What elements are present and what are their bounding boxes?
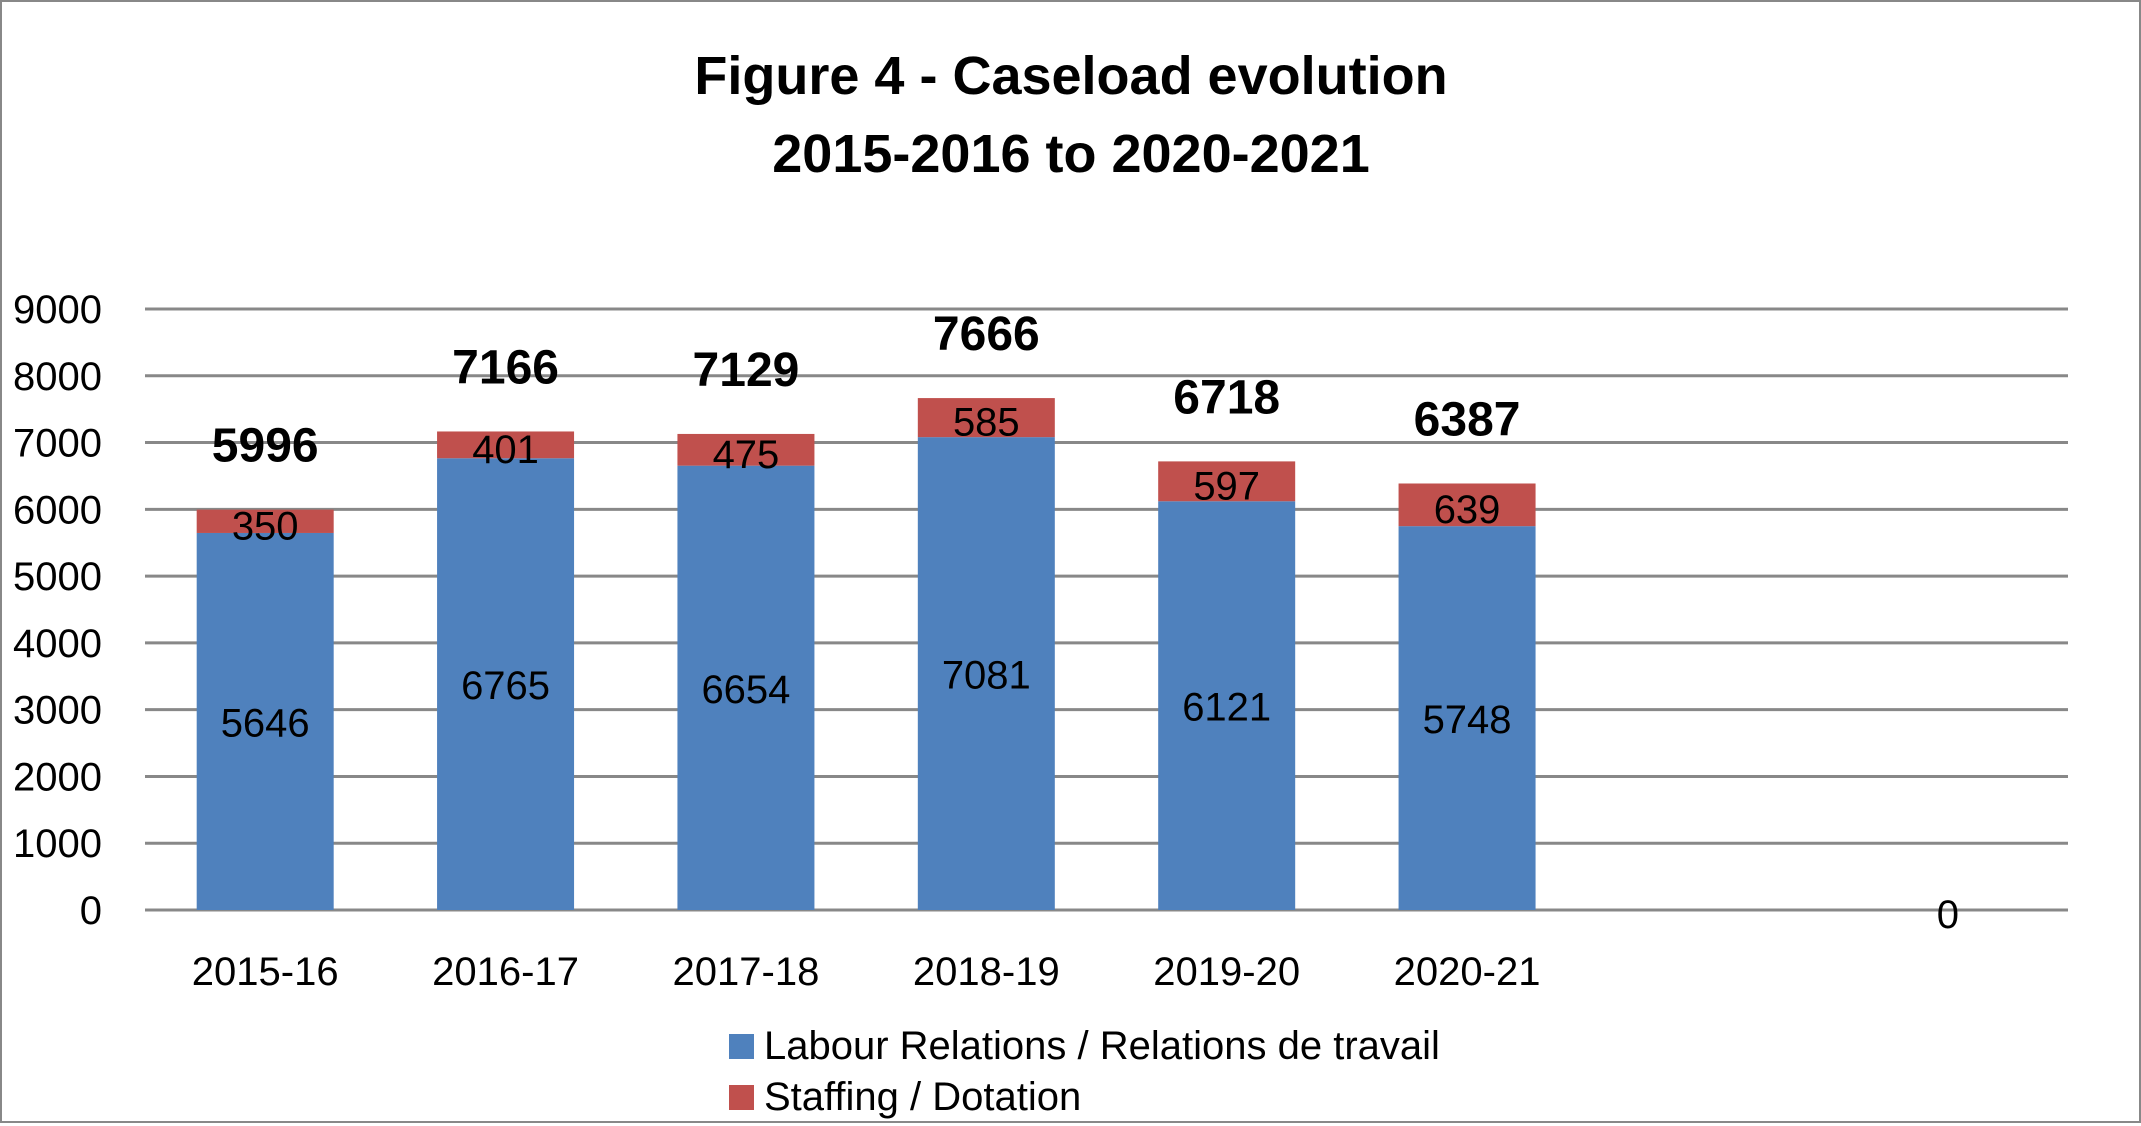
y-tick-label: 9000: [13, 288, 102, 332]
bar-staffing: [677, 433, 815, 466]
bar-labour-relations: [437, 458, 575, 910]
data-label: 5748: [1423, 698, 1512, 742]
x-tick-label: 2018-19: [913, 950, 1060, 994]
y-tick-label: 5000: [13, 555, 102, 599]
y-tick-label: 1000: [13, 822, 102, 866]
total-label: 6718: [1173, 371, 1280, 424]
legend-label: Labour Relations / Relations de travail: [764, 1024, 1440, 1068]
bar-staffing: [1398, 483, 1536, 527]
data-label: 475: [713, 433, 780, 477]
data-label: 350: [232, 504, 299, 548]
data-label: 597: [1193, 464, 1260, 508]
total-label: 7129: [693, 344, 800, 397]
chart-title-line-2: 2015-2016 to 2020-2021: [772, 124, 1369, 184]
y-tick-label: 8000: [13, 355, 102, 399]
x-tick-label: 2016-17: [432, 950, 579, 994]
data-label: 639: [1434, 488, 1501, 532]
total-label: 5996: [212, 420, 319, 473]
x-tick-label: 2019-20: [1153, 950, 1300, 994]
y-tick-label: 7000: [13, 422, 102, 466]
y-tick-label: 6000: [13, 488, 102, 532]
y-tick-label: 0: [80, 889, 102, 933]
x-tick-label: 2015-16: [192, 950, 339, 994]
data-label: 6765: [461, 664, 550, 708]
data-label: 401: [472, 428, 539, 472]
data-label: 6121: [1182, 686, 1271, 730]
data-label: 5646: [221, 701, 310, 745]
bar-labour-relations: [917, 437, 1055, 910]
bar-labour-relations: [196, 532, 334, 910]
x-tick-label: 2017-18: [673, 950, 820, 994]
x-tick-label: 2020-21: [1394, 950, 1541, 994]
bar-staffing: [196, 509, 334, 533]
legend-swatch: [729, 1034, 754, 1059]
total-label: 7166: [452, 341, 559, 394]
data-label: 6654: [701, 668, 790, 712]
bar-staffing: [437, 431, 575, 459]
y-tick-label: 2000: [13, 755, 102, 799]
chart-title-line-1: Figure 4 - Caseload evolution: [694, 46, 1447, 106]
y-tick-label: 3000: [13, 689, 102, 733]
y-tick-label: 4000: [13, 622, 102, 666]
total-label: 0: [1937, 893, 1959, 937]
bar-labour-relations: [677, 465, 815, 910]
total-label: 7666: [933, 308, 1040, 361]
bar-staffing: [917, 398, 1055, 438]
bar-labour-relations: [1158, 501, 1296, 910]
legend-label: Staffing / Dotation: [764, 1075, 1081, 1119]
bar-staffing: [1158, 461, 1296, 502]
data-label: 7081: [942, 654, 1031, 698]
bar-labour-relations: [1398, 526, 1536, 910]
data-label: 585: [953, 401, 1020, 445]
legend-swatch: [729, 1085, 754, 1110]
total-label: 6387: [1414, 393, 1521, 446]
